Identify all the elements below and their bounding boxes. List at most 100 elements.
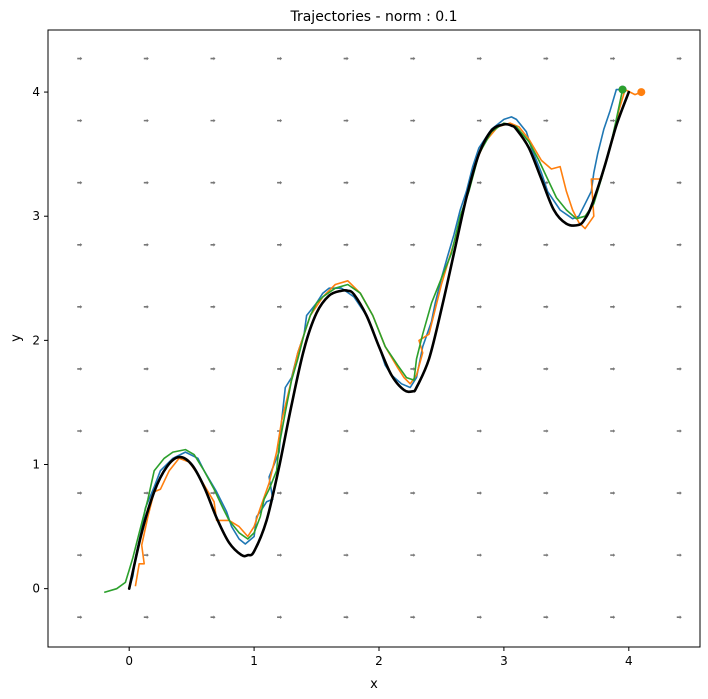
quiver-arrow-8-9 — [610, 56, 616, 61]
axis-ticks: 0 1 2 3 4 0 1 2 3 4 — [32, 85, 632, 668]
quiver-arrow-4-9 — [343, 56, 349, 61]
quiver-arrow-0-4 — [77, 367, 83, 371]
quiver-arrow-6-9 — [476, 56, 482, 61]
quiver-arrow-9-3 — [676, 429, 682, 433]
quiver-arrow-6-0 — [476, 615, 482, 620]
quiver-arrow-9-2 — [676, 491, 682, 495]
quiver-arrow-5-8 — [410, 118, 416, 123]
x-tick-label-2: 2 — [375, 654, 383, 668]
quiver-arrow-0-0 — [77, 615, 83, 620]
quiver-arrow-9-6 — [676, 242, 682, 247]
quiver-arrow-6-3 — [476, 429, 482, 433]
quiver-arrow-4-1 — [343, 553, 349, 557]
quiver-arrow-5-0 — [410, 615, 416, 620]
quiver-arrow-0-7 — [77, 180, 83, 185]
quiver-arrow-1-7 — [143, 180, 149, 185]
y-tick-label-4: 4 — [32, 85, 40, 99]
quiver-arrow-7-1 — [543, 553, 549, 557]
quiver-arrow-5-3 — [410, 429, 416, 433]
quiver-arrow-2-0 — [210, 615, 216, 620]
quiver-arrow-8-1 — [610, 553, 616, 557]
quiver-arrow-2-1 — [210, 553, 216, 557]
quiver-arrow-7-0 — [543, 615, 549, 620]
quiver-arrow-5-9 — [410, 56, 416, 61]
x-tick-label-4: 4 — [625, 654, 633, 668]
y-axis-label: y — [9, 334, 24, 342]
y-tick-label-0: 0 — [32, 582, 40, 596]
quiver-arrow-6-1 — [476, 553, 482, 557]
quiver-arrow-6-7 — [476, 180, 482, 185]
quiver-arrow-0-2 — [77, 491, 83, 495]
quiver-arrow-8-5 — [610, 305, 616, 309]
quiver-arrow-9-7 — [676, 180, 682, 185]
quiver-arrow-7-8 — [543, 118, 549, 123]
quiver-arrow-1-0 — [143, 615, 149, 620]
x-tick-label-1: 1 — [250, 654, 258, 668]
quiver-arrow-8-8 — [610, 118, 616, 123]
quiver-arrow-1-4 — [143, 367, 149, 371]
quiver-arrow-7-9 — [543, 56, 549, 61]
quiver-arrow-9-9 — [676, 56, 682, 61]
quiver-arrow-0-6 — [77, 242, 83, 247]
trajectory-end-marker-1 — [637, 88, 646, 97]
plot-frame — [47, 29, 701, 648]
quiver-arrow-2-5 — [210, 305, 216, 309]
quiver-arrow-2-2 — [210, 491, 216, 495]
y-tick-label-2: 2 — [32, 333, 40, 347]
quiver-arrow-4-4 — [343, 367, 349, 371]
reference-curve-line — [127, 90, 631, 590]
y-tick-label-3: 3 — [32, 209, 40, 223]
quiver-arrow-4-7 — [343, 180, 349, 185]
reference-curve — [127, 90, 631, 590]
quiver-arrow-1-8 — [143, 118, 149, 123]
quiver-arrow-9-1 — [676, 553, 682, 557]
quiver-arrow-9-4 — [676, 367, 682, 371]
quiver-arrow-3-5 — [277, 305, 283, 309]
quiver-arrow-8-2 — [610, 491, 616, 495]
quiver-arrow-7-6 — [543, 242, 549, 247]
quiver-arrow-0-1 — [77, 553, 83, 557]
quiver-arrow-8-0 — [610, 615, 616, 620]
quiver-arrow-6-8 — [476, 118, 482, 123]
quiver-arrow-3-1 — [277, 553, 283, 557]
quiver-arrow-4-2 — [343, 491, 349, 495]
quiver-arrow-3-2 — [277, 491, 283, 495]
quiver-arrow-5-1 — [410, 553, 416, 557]
x-tick-label-3: 3 — [500, 654, 508, 668]
trajectory-end-marker-2 — [618, 85, 627, 94]
quiver-arrow-6-2 — [476, 491, 482, 495]
quiver-arrow-6-6 — [476, 242, 482, 247]
quiver-arrow-9-5 — [676, 305, 682, 309]
quiver-arrow-5-4 — [410, 367, 416, 371]
quiver-arrow-7-4 — [543, 367, 549, 371]
quiver-arrow-0-3 — [77, 429, 83, 433]
quiver-arrow-0-8 — [77, 118, 83, 123]
quiver-arrow-5-6 — [410, 242, 416, 247]
quiver-arrow-4-0 — [343, 615, 349, 620]
trajectory-line-2 — [103, 89, 624, 594]
quiver-arrow-0-5 — [77, 305, 83, 309]
quiver-arrow-3-9 — [277, 56, 283, 61]
quiver-arrow-1-1 — [143, 553, 149, 557]
quiver-arrow-3-7 — [277, 180, 283, 185]
quiver-arrow-3-0 — [277, 615, 283, 620]
quiver-arrow-1-2 — [143, 491, 149, 495]
quiver-arrow-2-7 — [210, 180, 216, 185]
quiver-arrow-3-6 — [277, 242, 283, 247]
quiver-arrow-8-4 — [610, 367, 616, 371]
quiver-arrow-4-6 — [343, 242, 349, 247]
quiver-arrow-8-7 — [610, 180, 616, 185]
quiver-arrow-4-3 — [343, 429, 349, 433]
y-tick-label-1: 1 — [32, 458, 40, 472]
quiver-arrow-7-3 — [543, 429, 549, 433]
quiver-arrow-3-8 — [277, 118, 283, 123]
x-axis-label: x — [370, 677, 378, 692]
quiver-arrow-2-6 — [210, 242, 216, 247]
quiver-arrow-1-5 — [143, 305, 149, 309]
chart-title: Trajectories - norm : 0.1 — [289, 9, 457, 25]
quiver-arrow-6-5 — [476, 305, 482, 309]
quiver-arrow-7-7 — [543, 180, 549, 185]
quiver-arrow-5-5 — [410, 305, 416, 309]
quiver-arrow-9-8 — [676, 118, 682, 123]
